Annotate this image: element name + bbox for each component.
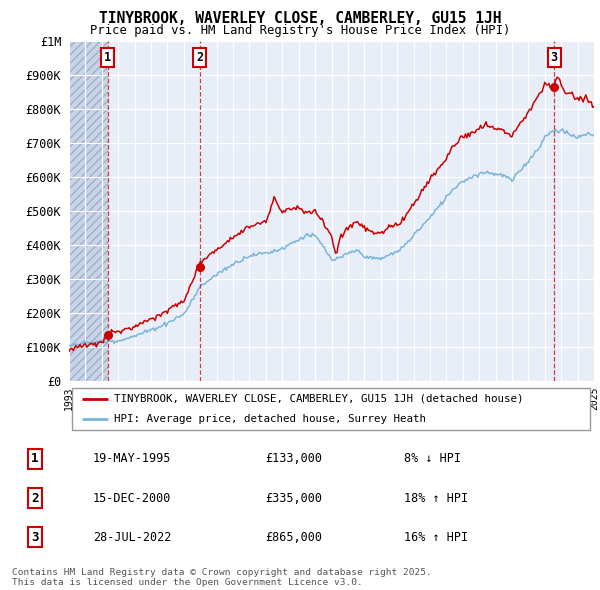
Text: £335,000: £335,000 — [265, 491, 322, 505]
Text: 3: 3 — [551, 51, 557, 64]
Text: TINYBROOK, WAVERLEY CLOSE, CAMBERLEY, GU15 1JH: TINYBROOK, WAVERLEY CLOSE, CAMBERLEY, GU… — [99, 11, 501, 25]
Text: 19-MAY-1995: 19-MAY-1995 — [92, 452, 171, 466]
Text: 8% ↓ HPI: 8% ↓ HPI — [404, 452, 461, 466]
Text: 2: 2 — [31, 491, 39, 505]
Text: 2: 2 — [196, 51, 203, 64]
Text: 1: 1 — [31, 452, 39, 466]
Text: 18% ↑ HPI: 18% ↑ HPI — [404, 491, 468, 505]
FancyBboxPatch shape — [71, 388, 590, 430]
Text: 16% ↑ HPI: 16% ↑ HPI — [404, 530, 468, 544]
Text: HPI: Average price, detached house, Surrey Heath: HPI: Average price, detached house, Surr… — [113, 414, 425, 424]
Text: 28-JUL-2022: 28-JUL-2022 — [92, 530, 171, 544]
Bar — [69, 41, 108, 381]
Text: TINYBROOK, WAVERLEY CLOSE, CAMBERLEY, GU15 1JH (detached house): TINYBROOK, WAVERLEY CLOSE, CAMBERLEY, GU… — [113, 394, 523, 404]
Text: 15-DEC-2000: 15-DEC-2000 — [92, 491, 171, 505]
Text: £865,000: £865,000 — [265, 530, 322, 544]
Text: 1: 1 — [104, 51, 112, 64]
Text: £133,000: £133,000 — [265, 452, 322, 466]
Text: 3: 3 — [31, 530, 39, 544]
Text: Price paid vs. HM Land Registry's House Price Index (HPI): Price paid vs. HM Land Registry's House … — [90, 24, 510, 37]
Text: Contains HM Land Registry data © Crown copyright and database right 2025.
This d: Contains HM Land Registry data © Crown c… — [12, 568, 432, 587]
